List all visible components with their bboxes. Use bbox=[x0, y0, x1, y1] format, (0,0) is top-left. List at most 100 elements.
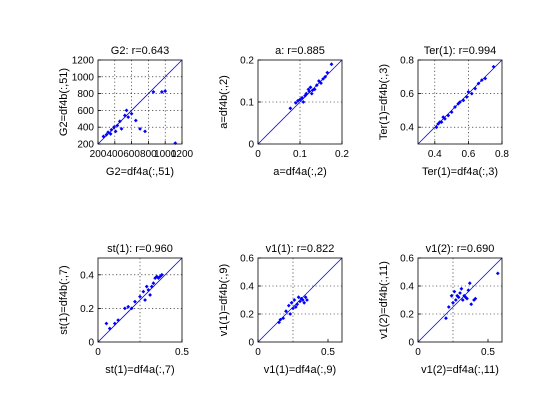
x-tick-label: 0.5 bbox=[481, 347, 495, 358]
data-point bbox=[126, 304, 131, 309]
data-point bbox=[312, 87, 317, 92]
y-tick-label: 0 bbox=[408, 338, 414, 349]
data-point bbox=[159, 272, 164, 277]
y-tick-label: 0.4 bbox=[240, 282, 254, 293]
data-point bbox=[122, 113, 127, 118]
data-point bbox=[108, 132, 113, 136]
data-point bbox=[301, 100, 306, 104]
data-point bbox=[122, 306, 127, 311]
data-point bbox=[446, 113, 451, 118]
data-point bbox=[439, 120, 444, 125]
data-point bbox=[144, 284, 149, 289]
y-axis-label: a=df4b(:,2) bbox=[218, 75, 230, 129]
data-point bbox=[442, 116, 447, 121]
data-point bbox=[467, 281, 472, 286]
data-point bbox=[451, 300, 455, 305]
data-point bbox=[284, 309, 288, 314]
data-point bbox=[296, 295, 301, 300]
data-point bbox=[109, 127, 114, 132]
data-point bbox=[491, 64, 496, 69]
data-point bbox=[452, 289, 457, 294]
subplot-title: Ter(1): r=0.994 bbox=[424, 45, 496, 57]
data-point bbox=[456, 295, 461, 300]
x-axis-label: st(1)=df4a(:,7) bbox=[105, 364, 174, 376]
data-point bbox=[133, 118, 138, 123]
data-point bbox=[292, 298, 297, 302]
data-point bbox=[321, 77, 325, 81]
identity-line bbox=[97, 257, 183, 343]
data-point bbox=[434, 125, 439, 130]
subplot-title: v1(1): r=0.822 bbox=[266, 243, 335, 255]
data-point bbox=[453, 105, 457, 109]
data-point bbox=[115, 123, 120, 128]
x-tick-label: 0.2 bbox=[335, 149, 349, 160]
data-point bbox=[317, 79, 321, 83]
subplot-5: 0 0.5 0 0.2 0.4 0.6 v1(1): r=0.822 v1(1)=df4a(:… bbox=[218, 243, 343, 376]
data-point bbox=[291, 306, 295, 311]
data-point bbox=[143, 129, 147, 134]
data-point bbox=[112, 321, 117, 326]
subplot-2: 0 0.1 0.2 0 0.1 0.2 a: r=0.885 a=df4a(:,2) a=df4… bbox=[218, 45, 349, 178]
x-tick-label: 1200 bbox=[171, 149, 194, 160]
subplot-title: st(1): r=0.960 bbox=[107, 243, 173, 255]
y-tick-label: 0.6 bbox=[400, 89, 414, 100]
x-axis-label: v1(2)=df4a(:,11) bbox=[421, 364, 499, 376]
data-point bbox=[325, 70, 330, 75]
x-axis-label: a=df4a(:,2) bbox=[273, 166, 327, 178]
data-point bbox=[146, 288, 151, 292]
identity-line bbox=[257, 59, 343, 145]
y-tick-label: 0.4 bbox=[80, 270, 94, 281]
data-point bbox=[298, 299, 302, 304]
data-point bbox=[277, 320, 281, 325]
data-point bbox=[286, 303, 291, 308]
x-tick-label: 400 bbox=[106, 149, 123, 160]
x-tick-label: 0.1 bbox=[293, 149, 307, 160]
y-tick-label: 0.4 bbox=[400, 282, 414, 293]
data-point bbox=[461, 98, 466, 103]
data-point bbox=[479, 78, 484, 83]
x-tick-label: 600 bbox=[123, 149, 140, 160]
data-point bbox=[159, 90, 164, 94]
y-tick-label: 0.2 bbox=[240, 56, 254, 67]
data-point bbox=[107, 326, 112, 331]
x-tick-label: 0 bbox=[255, 149, 261, 160]
data-point bbox=[129, 111, 134, 116]
data-point bbox=[298, 97, 302, 102]
data-point bbox=[314, 83, 319, 88]
y-tick-label: 200 bbox=[77, 140, 94, 151]
x-tick-label: 0.4 bbox=[428, 149, 442, 160]
data-point bbox=[129, 306, 134, 311]
data-point bbox=[305, 298, 309, 302]
subplot-1: 200 400 600 8001000120020040060080010001200… bbox=[58, 45, 194, 178]
subplot-6: 0 0.5 0 0.2 0.4 0.6 v1(2): r=0.690 v1(2)=df4a(:… bbox=[378, 243, 503, 376]
x-axis-label: Ter(1)=df4a(:,3) bbox=[422, 166, 498, 178]
x-tick-label: 0.5 bbox=[175, 347, 189, 358]
data-point bbox=[163, 89, 168, 93]
data-point bbox=[464, 95, 469, 99]
data-point bbox=[101, 134, 106, 139]
data-point bbox=[465, 296, 469, 301]
x-tick-label: 0.6 bbox=[461, 149, 475, 160]
data-point bbox=[138, 126, 142, 131]
x-tick-label: 1000 bbox=[154, 149, 177, 160]
subplot-title: v1(2): r=0.690 bbox=[426, 243, 495, 255]
data-point bbox=[288, 106, 293, 111]
data-point bbox=[469, 91, 474, 96]
data-point bbox=[449, 293, 454, 298]
y-tick-label: 1200 bbox=[72, 56, 95, 67]
data-point bbox=[323, 74, 328, 79]
x-tick-label: 800 bbox=[140, 149, 157, 160]
data-point bbox=[466, 288, 471, 293]
y-tick-label: 0 bbox=[88, 338, 94, 349]
data-point bbox=[453, 298, 458, 302]
data-point bbox=[149, 284, 154, 289]
y-tick-label: 0.4 bbox=[400, 123, 414, 134]
x-axis-label: v1(1)=df4a(:,9) bbox=[264, 364, 336, 376]
data-point bbox=[476, 81, 481, 86]
data-point bbox=[281, 316, 286, 321]
y-tick-label: 0 bbox=[248, 338, 254, 349]
data-point bbox=[456, 101, 461, 106]
y-axis-label: st(1)=df4b(:,7) bbox=[58, 265, 70, 334]
y-tick-label: 0.2 bbox=[80, 304, 94, 315]
